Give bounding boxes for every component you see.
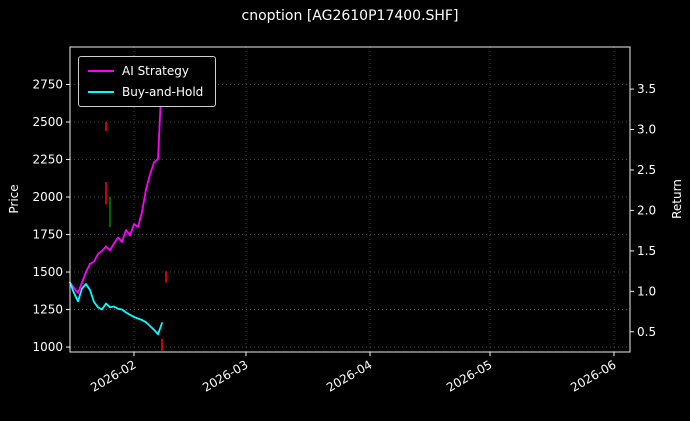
svg-text:3.5: 3.5 (637, 82, 656, 96)
legend-label: Buy-and-Hold (122, 85, 204, 99)
svg-text:1750: 1750 (32, 228, 63, 242)
svg-text:1000: 1000 (32, 340, 63, 354)
legend: AI Strategy Buy-and-Hold (78, 56, 217, 107)
legend-item-ai-strategy: AI Strategy (88, 64, 203, 78)
svg-text:0.5: 0.5 (637, 325, 656, 339)
svg-text:1500: 1500 (32, 265, 63, 279)
svg-text:2026-02: 2026-02 (88, 357, 138, 394)
svg-text:1.0: 1.0 (637, 284, 656, 298)
svg-text:2026-04: 2026-04 (324, 357, 374, 394)
svg-text:2.5: 2.5 (637, 163, 656, 177)
svg-text:2750: 2750 (32, 78, 63, 92)
svg-text:1250: 1250 (32, 303, 63, 317)
svg-text:2026-05: 2026-05 (444, 357, 494, 394)
svg-text:2500: 2500 (32, 115, 63, 129)
legend-swatch (88, 70, 114, 72)
svg-text:2.0: 2.0 (637, 203, 656, 217)
svg-text:1.5: 1.5 (637, 244, 656, 258)
svg-text:2026-06: 2026-06 (568, 357, 618, 394)
chart-title: cnoption [AG2610P17400.SHF] (241, 8, 459, 24)
legend-label: AI Strategy (122, 64, 189, 78)
legend-swatch (88, 91, 114, 93)
svg-text:2026-03: 2026-03 (200, 357, 250, 394)
svg-text:3.0: 3.0 (637, 123, 656, 137)
svg-text:2250: 2250 (32, 153, 63, 167)
svg-text:2000: 2000 (32, 190, 63, 204)
legend-item-buy-and-hold: Buy-and-Hold (88, 85, 203, 99)
